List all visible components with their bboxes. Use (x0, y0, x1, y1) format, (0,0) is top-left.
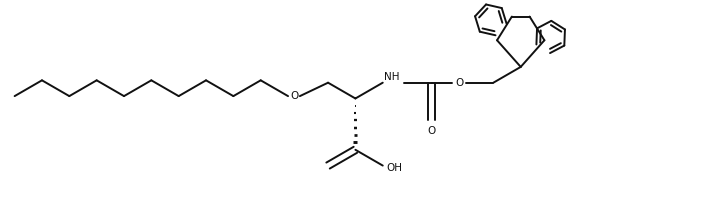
Text: O: O (290, 91, 299, 101)
Text: O: O (428, 126, 436, 136)
Text: O: O (455, 78, 464, 88)
Text: NH: NH (384, 72, 399, 82)
Text: OH: OH (387, 162, 403, 173)
